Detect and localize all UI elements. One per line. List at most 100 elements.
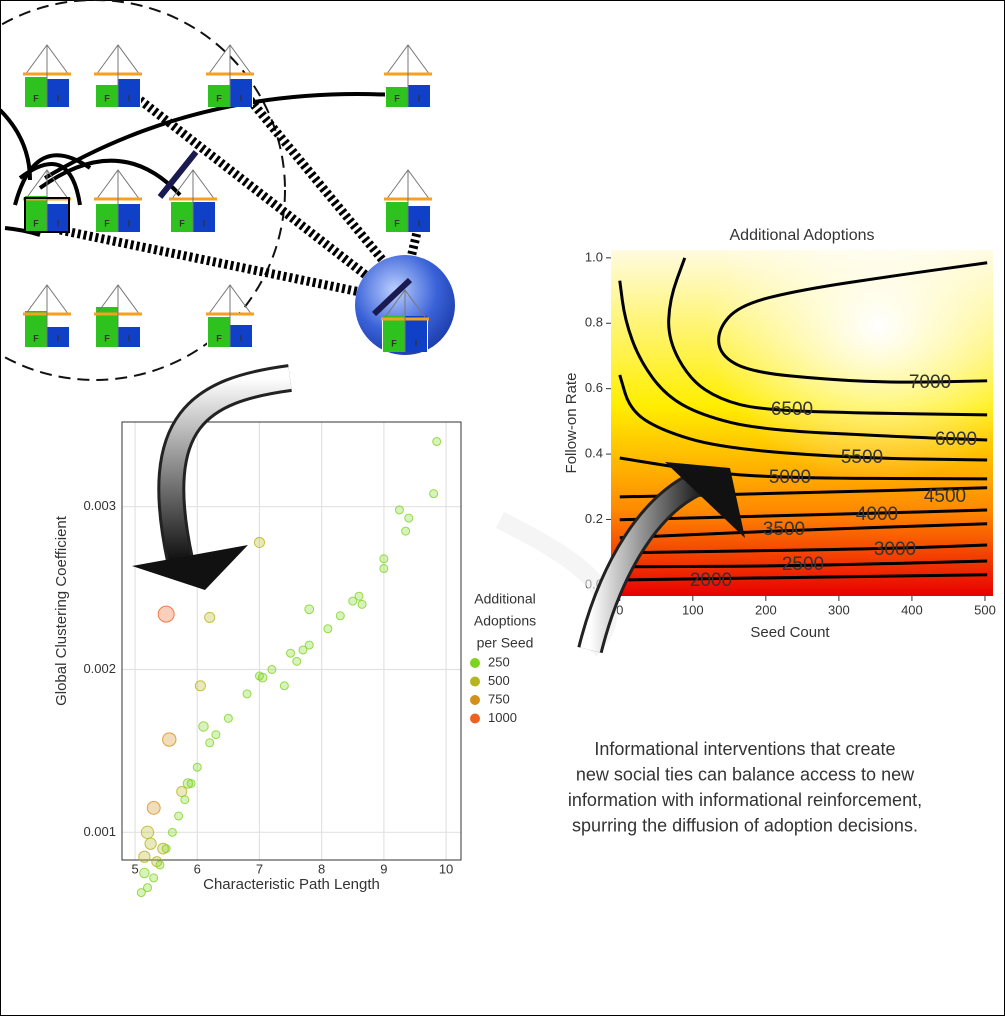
point (358, 600, 366, 608)
point (324, 625, 332, 633)
point (175, 812, 183, 820)
point (305, 605, 314, 614)
point (280, 682, 288, 690)
contour-label: 2500 (782, 554, 824, 575)
point (405, 514, 413, 522)
house-label: I (418, 93, 421, 103)
x-tick-label: 6 (194, 861, 201, 876)
house-label: I (128, 93, 131, 103)
house-label: I (128, 218, 131, 228)
house-label: F (33, 333, 39, 343)
x-tick-label: 10 (439, 861, 453, 876)
chart-title: Additional Adoptions (730, 227, 875, 244)
point (139, 851, 150, 862)
point (268, 665, 276, 673)
house-label: F (33, 93, 39, 103)
y-tick-label: 0.002 (83, 661, 116, 676)
house-label: I (240, 93, 243, 103)
point (212, 731, 220, 739)
point (195, 681, 205, 691)
caption-line: new social ties can balance access to ne… (576, 764, 915, 784)
x-tick-label: 400 (901, 602, 923, 617)
point (156, 861, 164, 869)
point (162, 845, 170, 853)
legend-label: 750 (488, 691, 510, 706)
contour-label: 7000 (909, 372, 951, 393)
point (287, 649, 295, 657)
contour-label: 6500 (771, 399, 813, 420)
y-tick-label: 0.001 (83, 824, 116, 839)
contour-label: 5500 (841, 447, 883, 468)
house-label: F (179, 218, 185, 228)
y-tick-label: 0.6 (585, 380, 603, 395)
point (144, 884, 152, 892)
point (193, 763, 201, 771)
legend-swatch (470, 695, 480, 705)
x-tick-label: 9 (380, 861, 387, 876)
contour-label: 6000 (935, 429, 977, 450)
legend-title: Adoptions (474, 613, 536, 629)
point (150, 874, 158, 882)
house-label: I (203, 218, 206, 228)
legend-swatch (470, 714, 480, 724)
house-label: F (216, 333, 222, 343)
house-label: I (57, 333, 60, 343)
house-label: I (240, 333, 243, 343)
legend-label: 500 (488, 673, 510, 688)
point (430, 490, 438, 498)
caption-line: spurring the diffusion of adoption decis… (572, 815, 918, 835)
y-tick-label: 0.2 (585, 511, 603, 526)
point (177, 787, 187, 797)
point (145, 838, 156, 849)
x-axis-label: Characteristic Path Length (203, 876, 380, 893)
house-label: F (216, 93, 222, 103)
house-label: F (33, 218, 39, 228)
figure: FIFIFIFIFIFIFIFIFIFIFIFI 56789100.0010.0… (0, 0, 1005, 1016)
point (224, 714, 232, 722)
y-axis-label: Global Clustering Coefficient (53, 515, 70, 706)
point (205, 612, 215, 622)
point (380, 565, 388, 573)
house-label: F (394, 93, 400, 103)
y-axis-label: Follow-on Rate (563, 373, 580, 474)
point (254, 537, 264, 547)
point (187, 779, 195, 787)
y-tick-label: 1.0 (585, 249, 603, 264)
point (147, 801, 160, 814)
point (140, 868, 149, 877)
point (336, 612, 344, 620)
point (141, 826, 153, 838)
house-label: F (391, 338, 397, 348)
caption-line: information with informational reinforce… (568, 790, 922, 810)
point (305, 641, 313, 649)
legend-swatch (470, 658, 480, 668)
house-label: F (394, 218, 400, 228)
contour-label: 4500 (924, 486, 966, 507)
page: FIFIFIFIFIFIFIFIFIFIFIFI 56789100.0010.0… (0, 0, 1005, 1016)
point (402, 527, 410, 535)
point (355, 592, 363, 600)
house-label: F (104, 333, 110, 343)
heatmap-highlight (611, 250, 993, 596)
contour-label: 4000 (856, 504, 898, 525)
contour-label: 3000 (874, 539, 916, 560)
caption-line: Informational interventions that create (594, 739, 895, 759)
point (158, 606, 174, 622)
contour-label: 3500 (763, 519, 805, 540)
legend-title: Additional (474, 591, 536, 607)
y-tick-label: 0.003 (83, 498, 116, 513)
point (258, 673, 267, 682)
legend-label: 1000 (488, 710, 517, 725)
legend-label: 250 (488, 654, 510, 669)
point (433, 438, 441, 446)
point (243, 690, 251, 698)
x-tick-label: 8 (318, 861, 325, 876)
point (181, 796, 189, 804)
point (206, 739, 214, 747)
point (168, 828, 176, 836)
contour-label: 5000 (769, 467, 811, 488)
x-tick-label: 7 (256, 861, 263, 876)
point (199, 722, 208, 731)
x-axis-label: Seed Count (750, 624, 830, 641)
legend-title: per Seed (477, 635, 534, 651)
